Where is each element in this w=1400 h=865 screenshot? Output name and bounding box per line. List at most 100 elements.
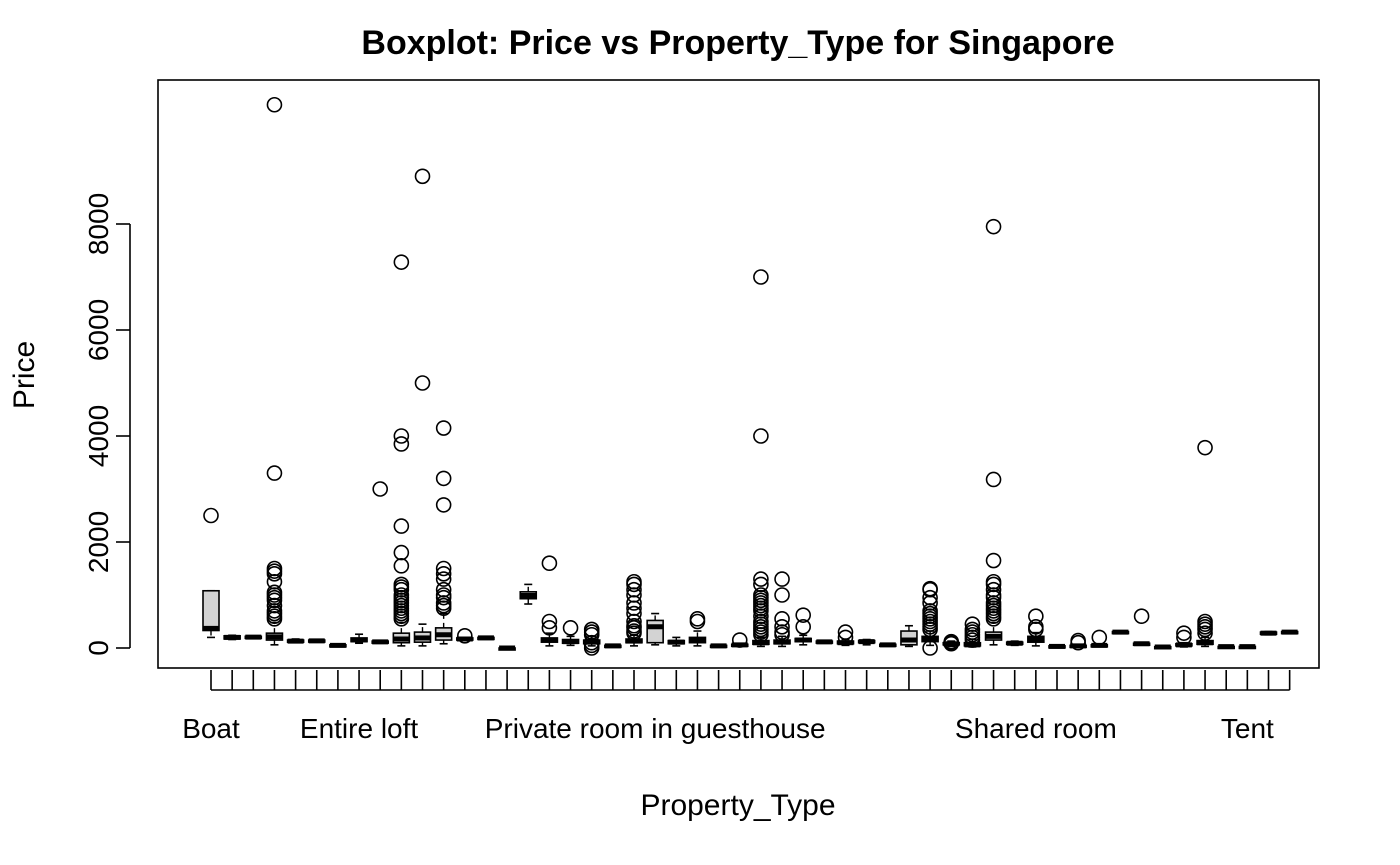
outlier-point [393,558,410,574]
box-group [667,636,686,647]
outlier-point [774,618,790,635]
outlier-point [435,420,452,436]
outlier-point [393,576,410,593]
outlier-point [626,573,642,590]
box-group [1175,625,1193,648]
outlier-point [414,375,431,391]
box-group [688,611,707,647]
box-group [942,633,961,652]
outlier-point [753,587,769,603]
box-group [836,624,855,647]
outlier-point [985,581,1002,598]
box-group [561,620,580,647]
box-group [455,628,474,644]
box-group [1238,644,1257,650]
outlier-point [964,621,981,638]
outlier-point [435,565,452,582]
outlier-point [541,620,558,636]
outlier-point [837,629,854,646]
box-group [350,633,368,645]
outlier-point [985,552,1002,569]
plot-frame [157,79,1320,669]
outlier-point [393,587,410,603]
chart-title: Boxplot: Price vs Property_Type for Sing… [361,24,1114,62]
box-group [307,638,326,644]
outlier-point [203,507,219,524]
outlier-point [753,571,769,587]
y-tick-label: 0 [83,640,114,656]
box-group [392,254,411,647]
box-group [625,573,643,647]
outlier-point [393,254,410,270]
outlier-point [583,621,600,638]
y-axis-label: Price [8,341,41,409]
outlier-point [435,587,452,603]
outlier-point [435,560,452,577]
box-group [984,218,1003,646]
outlier-point [266,584,283,601]
y-tick-label: 4000 [83,405,114,467]
box-group [265,96,284,646]
outlier-point [964,616,981,632]
outlier-point [753,576,769,593]
outlier-point [1197,613,1213,630]
outlier-point [922,580,938,597]
outlier-point [774,587,790,603]
box-group [244,634,263,640]
outlier-point [266,465,283,481]
outlier-point [1028,608,1044,625]
outlier-point [1091,629,1108,646]
y-tick-label: 2000 [83,511,114,573]
box-group [498,645,516,651]
box-group [730,632,749,648]
box-group [582,621,601,656]
outlier-point [753,428,769,444]
box-group [1090,629,1109,648]
box-group [1259,630,1278,636]
box-group [1027,608,1045,647]
outlier-point [731,632,748,648]
box-group [1005,640,1024,647]
outlier-point [266,96,283,113]
box [202,589,220,632]
x-tick-label: Shared room [955,713,1117,744]
outlier-point [1176,629,1192,646]
boxes-layer [202,96,1299,656]
outlier-point [1197,439,1213,456]
box-group [1048,643,1066,649]
box-group [434,420,453,645]
box-group [223,634,241,641]
outlier-point [774,571,790,587]
box-group [921,580,939,656]
box-group [477,635,495,641]
box-group [540,555,559,647]
box-group [202,507,220,639]
x-tick-label: Private room in guesthouse [485,713,826,744]
box-group [1132,608,1151,647]
outlier-point [689,611,706,627]
outlier-point [922,640,938,656]
x-tick-label: Boat [182,713,240,744]
outlier-point [1070,632,1086,649]
box [646,619,664,644]
box-group [329,642,347,648]
box-group [413,168,432,647]
outlier-point [435,497,452,513]
box-group [1153,644,1172,650]
box-group [1111,629,1130,635]
outlier-point [541,613,558,630]
y-axis: 0 2000 4000 6000 8000 [83,193,131,656]
box-group [815,639,834,645]
box-group [1069,632,1087,651]
outlier-point [562,620,579,636]
x-axis-label: Property_Type [640,789,835,822]
box-group [1196,439,1214,648]
box-group [709,643,728,649]
outlier-point [393,428,410,444]
outlier-point [266,560,283,577]
box-group [878,642,897,648]
outlier-point [985,218,1002,235]
outlier-point [414,168,431,185]
box-group [1280,629,1299,635]
